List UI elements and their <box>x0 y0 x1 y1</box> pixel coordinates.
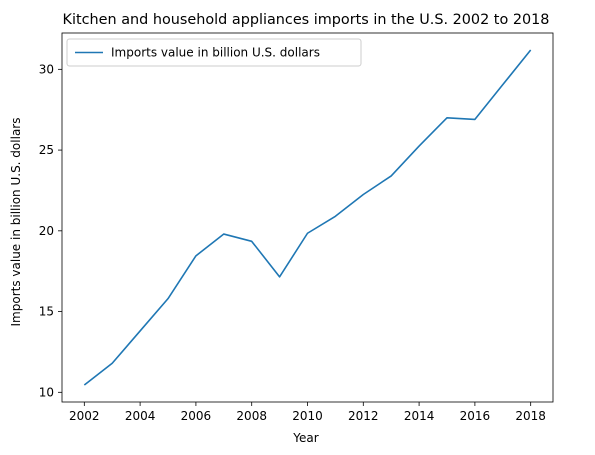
y-tick-label: 15 <box>39 305 54 319</box>
x-tick-label: 2010 <box>292 409 323 423</box>
y-axis-ticks: 10 15 20 25 30 <box>39 62 62 399</box>
x-tick-label: 2018 <box>515 409 546 423</box>
legend-label: Imports value in billion U.S. dollars <box>111 46 320 60</box>
y-tick-label: 20 <box>39 224 54 238</box>
x-tick-label: 2016 <box>460 409 491 423</box>
x-tick-label: 2008 <box>236 409 267 423</box>
y-tick-label: 30 <box>39 62 54 76</box>
x-tick-label: 2006 <box>181 409 212 423</box>
series-line <box>83 49 532 386</box>
plot-frame <box>61 32 554 403</box>
plot-area <box>61 32 554 403</box>
y-tick-label: 25 <box>39 143 54 157</box>
legend-box <box>66 38 362 67</box>
x-axis-label: Year <box>292 431 318 445</box>
x-tick-label: 2004 <box>125 409 156 423</box>
x-tick-label: 2014 <box>404 409 435 423</box>
y-axis-label: Imports value in billion U.S. dollars <box>9 118 23 327</box>
x-tick-label: 2012 <box>348 409 379 423</box>
chart-title: Kitchen and household appliances imports… <box>63 12 550 28</box>
x-tick-label: 2002 <box>69 409 100 423</box>
x-axis-ticks: 2002 2004 2006 2008 2010 2012 2014 2016 2018 <box>69 402 546 423</box>
y-tick-label: 10 <box>39 385 54 399</box>
legend: Imports value in billion U.S. dollars <box>66 38 362 67</box>
